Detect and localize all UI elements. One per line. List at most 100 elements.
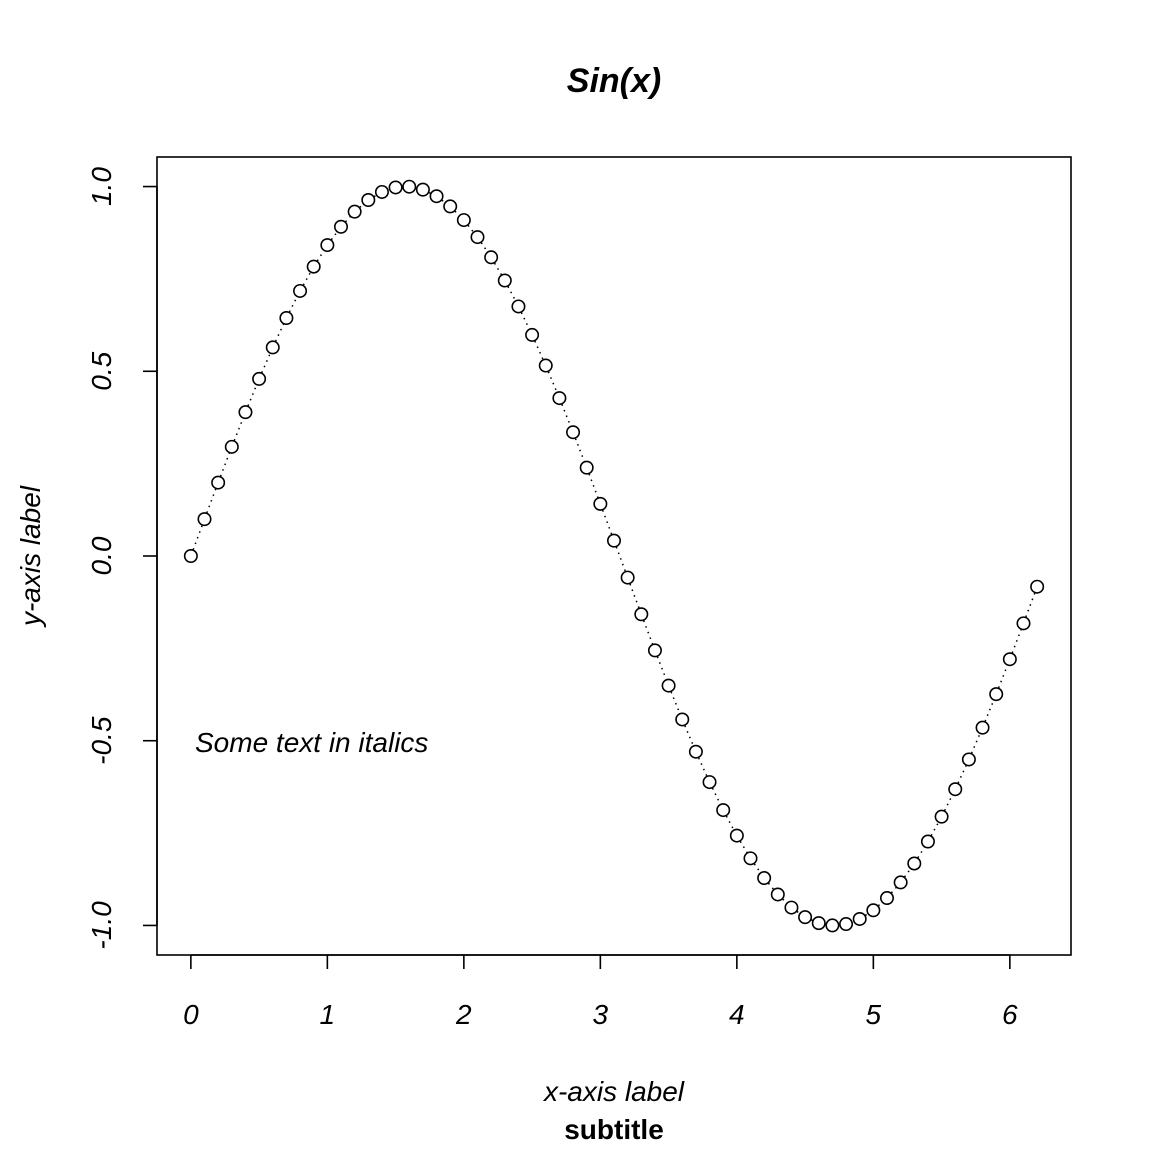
connector-segment — [345, 216, 351, 223]
data-point — [456, 213, 471, 228]
connector-segment — [428, 191, 431, 194]
data-point — [811, 916, 826, 931]
connector-segment — [1011, 629, 1022, 654]
connector-segment — [1025, 592, 1036, 618]
connector-segment — [192, 525, 203, 550]
data-point — [688, 744, 703, 759]
connector-segment — [441, 199, 446, 203]
connector-segment — [493, 262, 502, 276]
x-tick-label: 0 — [183, 999, 199, 1030]
data-point — [647, 643, 662, 658]
connector-segment — [206, 488, 217, 514]
connector-segment — [796, 910, 800, 914]
connector-segment — [917, 846, 925, 859]
annotation-text: Some text in italics — [195, 727, 428, 758]
connector-segment — [643, 620, 654, 645]
data-point — [852, 911, 867, 926]
connector-segment — [588, 473, 599, 498]
data-point — [702, 775, 717, 790]
data-point — [224, 439, 239, 454]
data-point — [784, 900, 799, 915]
data-point — [757, 871, 772, 886]
x-tick-label: 5 — [866, 999, 882, 1030]
data-point — [402, 179, 417, 194]
data-points — [183, 179, 1045, 933]
data-point — [825, 918, 840, 933]
data-point — [279, 311, 294, 326]
data-point — [839, 917, 854, 932]
connector-segment — [656, 656, 667, 680]
connector-segment — [359, 203, 364, 208]
data-point — [606, 533, 621, 548]
data-point — [293, 283, 308, 298]
connector-segment — [547, 371, 558, 393]
data-point — [798, 910, 813, 925]
data-point — [238, 405, 253, 420]
x-tick-label: 6 — [1002, 999, 1018, 1030]
data-point — [948, 782, 963, 797]
chart-subtitle: subtitle — [564, 1114, 664, 1145]
connector-segment — [219, 452, 231, 477]
connector-segment — [890, 887, 897, 894]
chart-title: Sin(x) — [567, 62, 661, 100]
data-point — [634, 607, 649, 622]
connector-segment — [454, 210, 460, 216]
y-tick-label: -0.5 — [86, 716, 117, 765]
connector-segment — [574, 438, 585, 462]
connector-segments — [192, 191, 1036, 922]
data-point — [265, 340, 280, 355]
data-point — [675, 712, 690, 727]
connector-segment — [670, 691, 681, 714]
connector-segment — [877, 902, 883, 907]
y-tick-label: 0.5 — [86, 351, 117, 390]
data-point — [320, 238, 335, 253]
data-point — [211, 475, 226, 490]
data-point — [579, 460, 594, 475]
data-point — [415, 182, 430, 197]
data-point — [743, 851, 758, 866]
x-axis-label: x-axis label — [542, 1076, 685, 1107]
x-tick-label: 1 — [320, 999, 336, 1030]
data-point — [1016, 616, 1031, 631]
y-tick-label: 0.0 — [86, 536, 117, 575]
x-axis: 0 1 2 3 4 5 6 — [183, 954, 1018, 1030]
y-axis-label: y-axis label — [15, 485, 46, 628]
connector-segment — [767, 882, 775, 890]
data-point — [334, 219, 349, 234]
connector-segment — [302, 272, 312, 286]
data-point — [361, 193, 376, 208]
data-point — [961, 752, 976, 767]
data-point — [593, 496, 608, 511]
connector-segment — [930, 822, 939, 836]
connector-segment — [782, 898, 788, 904]
data-point — [443, 199, 458, 214]
data-point — [388, 180, 403, 195]
connector-segment — [373, 194, 377, 198]
data-point — [716, 803, 731, 818]
y-axis: -1.0 -0.5 0.0 0.5 1.0 — [86, 167, 158, 950]
x-tick-label: 3 — [593, 999, 609, 1030]
data-point — [620, 570, 635, 585]
data-point — [907, 856, 922, 871]
data-point — [470, 230, 485, 245]
data-point — [729, 828, 744, 843]
data-point — [497, 273, 512, 288]
x-tick-label: 2 — [455, 999, 472, 1030]
data-point — [866, 903, 881, 918]
data-point — [770, 887, 785, 902]
connector-segment — [561, 404, 572, 427]
data-point — [975, 720, 990, 735]
y-tick-label: 1.0 — [86, 167, 117, 206]
y-tick-label: -1.0 — [86, 901, 117, 950]
data-point — [879, 891, 894, 906]
connector-segment — [247, 384, 258, 407]
data-point — [566, 425, 581, 440]
connector-segment — [467, 224, 474, 233]
connector-segment — [615, 546, 626, 572]
data-point — [347, 204, 362, 219]
connector-segment — [629, 583, 640, 609]
connector-segment — [602, 509, 613, 535]
